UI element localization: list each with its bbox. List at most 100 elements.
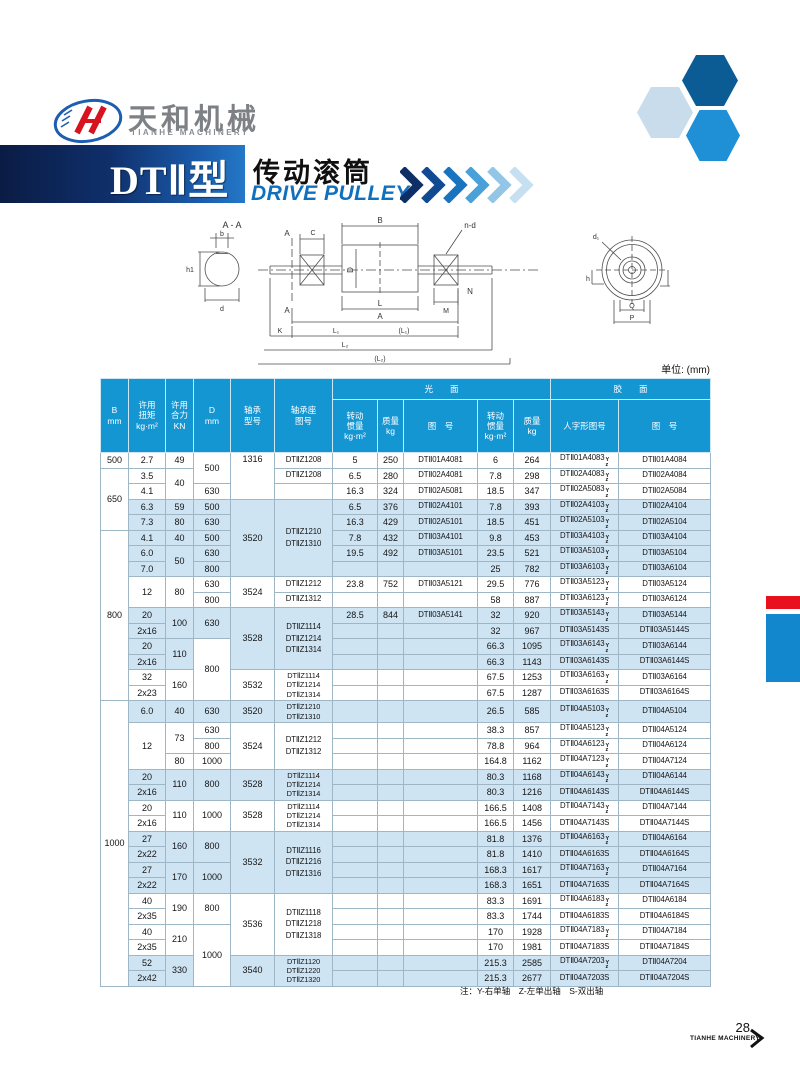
table-cell: DTⅡ03A6164S bbox=[618, 684, 712, 701]
table-cell: DTⅡ04A6164S bbox=[618, 846, 712, 863]
table-cell bbox=[332, 861, 378, 878]
table-cell bbox=[377, 638, 404, 655]
col-header-force: 许用 合力 KN bbox=[165, 378, 194, 453]
table-cell bbox=[377, 954, 404, 971]
col-header-torque: 许用 扭矩 kg·m² bbox=[128, 378, 166, 453]
dim-label: h bbox=[586, 276, 590, 283]
product-title: 传动滚筒 bbox=[253, 158, 373, 188]
table-cell: 1408 bbox=[512, 799, 552, 816]
table-cell: 3528 bbox=[230, 768, 275, 801]
table-cell bbox=[403, 846, 478, 863]
table-cell: 170 bbox=[477, 923, 514, 940]
table-cell: 800 bbox=[100, 529, 129, 701]
dim-label: K bbox=[278, 328, 283, 335]
table-row: 6.3 59 500 3520 DTⅡZ1210 DTⅡZ1310 6.5 376 DTⅡ02… bbox=[101, 498, 712, 577]
table-cell: 215.3 bbox=[477, 970, 514, 987]
table-cell bbox=[377, 684, 404, 701]
table-cell: 1410 bbox=[512, 846, 552, 863]
table-cell: DTⅡ02A4081 bbox=[403, 467, 478, 484]
table-cell: 453 bbox=[512, 529, 552, 546]
table-cell: 27 bbox=[128, 830, 166, 847]
table-cell: 49 bbox=[165, 452, 194, 469]
table-cell: DTⅡ03A6104 bbox=[618, 560, 712, 577]
table-cell: 73 bbox=[165, 722, 194, 754]
dim-label: C bbox=[310, 230, 315, 237]
dim-label: L₂ bbox=[342, 342, 349, 349]
table-cell: 1216 bbox=[512, 784, 552, 801]
table-cell: 800 bbox=[193, 638, 231, 701]
table-cell: 78.8 bbox=[477, 737, 514, 754]
col-header-width: B mm bbox=[100, 378, 129, 453]
table-cell bbox=[403, 908, 478, 925]
table-cell bbox=[377, 908, 404, 925]
table-cell: 9.8 bbox=[477, 529, 514, 546]
dim-label: A bbox=[284, 306, 290, 315]
table-cell bbox=[332, 560, 378, 577]
table-cell: 110 bbox=[165, 768, 194, 801]
table-cell: 2x16 bbox=[128, 653, 166, 670]
table-cell: 160 bbox=[165, 830, 194, 863]
table-cell: 1316 bbox=[230, 452, 275, 500]
dim-label: A bbox=[377, 312, 383, 321]
col-header-inertia2: 转动 惯量 kg·m² bbox=[477, 399, 514, 453]
table-row: 500 2.7 49 500 1316 DTⅡZ1208 5 250 DTⅡ01A4081 6 26… bbox=[100, 452, 712, 500]
table-cell: 166.5 bbox=[477, 815, 514, 832]
table-cell: DTⅡZ1114 DTⅡZ1214 DTⅡZ1314 bbox=[274, 607, 333, 670]
table-row: 2x16 80.3 1216 DTⅡ04A6143S DTⅡ04A6144S bbox=[101, 784, 712, 801]
table-cell: 2x22 bbox=[128, 846, 166, 863]
table-cell bbox=[377, 669, 404, 686]
table-cell: 2x16 bbox=[128, 784, 166, 801]
table-cell bbox=[332, 846, 378, 863]
dim-label: d₁ bbox=[593, 234, 600, 241]
table-cell bbox=[377, 591, 404, 608]
table-cell: 264 bbox=[512, 452, 552, 469]
table-row: 52 330 3540 DTⅡZ1120 DTⅡZ1220 DTⅡZ1320 215.3… bbox=[101, 954, 712, 987]
table-cell: 3528 bbox=[230, 799, 275, 832]
table-cell: 752 bbox=[377, 576, 404, 593]
table-cell: 58 bbox=[477, 591, 514, 608]
table-cell bbox=[403, 768, 478, 785]
table-cell: DTⅡ03A5101 bbox=[403, 545, 478, 562]
table-cell: 2x22 bbox=[128, 877, 166, 894]
table-cell bbox=[332, 753, 378, 770]
table-cell bbox=[377, 815, 404, 832]
table-cell bbox=[377, 970, 404, 987]
group-header-smooth: 光 面 bbox=[331, 378, 552, 400]
table-cell: 1000 bbox=[193, 799, 231, 832]
table-row: 1000 6.0 40 630 3520 DTⅡZ1210 DTⅡZ1310 26.5 585… bbox=[100, 700, 712, 987]
table-cell: 5 bbox=[332, 452, 378, 469]
table-cell: 4.1 bbox=[128, 483, 166, 500]
table-cell: 800 bbox=[193, 830, 231, 863]
table-cell: 20 bbox=[128, 607, 166, 624]
dim-label: (L₁) bbox=[399, 328, 410, 335]
table-cell bbox=[377, 768, 404, 785]
table-row: 12 80 630 3524 DTⅡZ1212 23.8 752 DTⅡ03A5121 29.5… bbox=[101, 576, 712, 608]
table-cell bbox=[332, 877, 378, 894]
table-cell: DTⅡ04A6143S bbox=[550, 784, 620, 801]
table-cell: 1000 bbox=[193, 923, 231, 987]
dim-label: M bbox=[443, 308, 449, 315]
table-cell: 66.3 bbox=[477, 638, 514, 655]
table-cell: DTⅡ04A7164 bbox=[618, 861, 712, 878]
table-row: 800 4.1 40 500 7.8 432 DTⅡ03A4101 9.8 453 DTⅡ03A4… bbox=[100, 529, 712, 701]
table-cell bbox=[332, 684, 378, 701]
dim-label: L bbox=[378, 299, 383, 308]
table-cell bbox=[377, 753, 404, 770]
table-cell: 250 bbox=[377, 452, 404, 469]
table-cell: DTⅡ03A5141 bbox=[403, 607, 478, 624]
table-cell: 81.8 bbox=[477, 830, 514, 847]
